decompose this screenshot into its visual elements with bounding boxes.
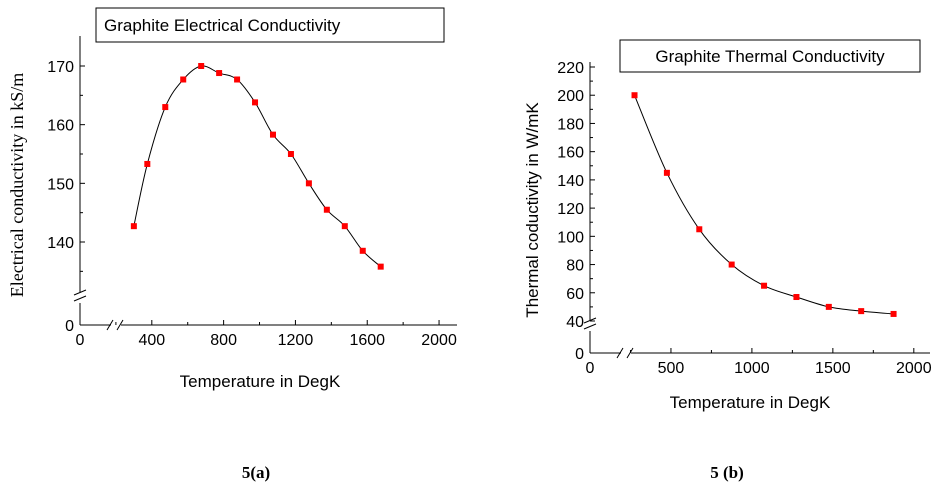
data-point — [216, 70, 223, 77]
data-point — [144, 160, 151, 167]
x-tick-label: 1500 — [815, 360, 851, 377]
y-tick-label: 150 — [47, 176, 74, 193]
x-tick-label: 0 — [586, 360, 595, 377]
x-axis-label: Temperature in DegK — [670, 393, 831, 412]
data-point — [858, 308, 865, 315]
y-tick-label: 200 — [557, 88, 584, 105]
data-point — [377, 263, 384, 270]
series-line — [133, 65, 382, 268]
y-tick-label: 40 — [566, 314, 584, 331]
x-axis-break — [106, 319, 124, 331]
data-point — [234, 76, 241, 83]
data-point — [305, 180, 312, 187]
chart-thermal-conductivity: Graphite Thermal Conductivity 0 500 1000 15… — [523, 39, 932, 482]
title-box — [95, 7, 445, 43]
data-point — [130, 223, 137, 230]
x-tick-label: 2000 — [421, 332, 457, 349]
x-tick-label: 1000 — [734, 360, 770, 377]
data-point — [287, 151, 294, 157]
data-point — [162, 104, 169, 111]
data-point — [663, 169, 670, 176]
data-point — [728, 261, 735, 268]
y-axis-label: Electrical conductivity in kS/m — [7, 73, 27, 297]
x-tick-label: 500 — [658, 360, 685, 377]
y-tick-label: 170 — [47, 59, 74, 76]
data-point — [198, 63, 205, 69]
x-tick-label: 1600 — [349, 332, 385, 349]
data-point — [793, 294, 800, 301]
series-line — [634, 95, 894, 315]
x-tick-label: 1200 — [278, 332, 314, 349]
y-tick-label: 160 — [557, 145, 584, 162]
y-tick-label: 220 — [557, 60, 584, 77]
figure-caption: 5(a) — [242, 463, 270, 482]
data-point — [252, 99, 259, 106]
x-tick-label: 2000 — [896, 360, 932, 377]
data-point — [890, 310, 897, 317]
x-tick-label: 400 — [138, 332, 165, 349]
data-point — [359, 247, 366, 254]
y-tick-label: 80 — [566, 258, 584, 275]
chart-title: Graphite Thermal Conductivity — [655, 47, 885, 66]
figure-caption: 5 (b) — [710, 463, 744, 482]
y-tick-label: 160 — [47, 118, 74, 135]
y-tick-label: 60 — [566, 286, 584, 303]
x-tick-label: 0 — [76, 332, 85, 349]
x-axis-label: Temperature in DegK — [180, 372, 341, 391]
data-point — [825, 303, 832, 310]
title-box — [619, 39, 921, 73]
data-point — [696, 226, 703, 233]
y-tick-label: 180 — [557, 116, 584, 133]
data-point — [269, 131, 276, 138]
x-tick-label: 800 — [210, 332, 237, 349]
y-tick-label: 0 — [575, 346, 584, 363]
y-tick-label: 120 — [557, 201, 584, 218]
data-point — [323, 206, 330, 213]
data-point — [180, 76, 187, 83]
y-tick-label: 140 — [47, 235, 74, 252]
data-point — [761, 282, 768, 289]
y-tick-label: 0 — [65, 318, 74, 335]
data-point — [631, 92, 638, 99]
y-tick-label: 100 — [557, 229, 584, 246]
chart-title: Graphite Electrical Conductivity — [104, 16, 341, 35]
y-axis-label: Thermal coductivity in W/mK — [523, 102, 542, 318]
y-tick-label: 140 — [557, 173, 584, 190]
chart-electrical-conductivity: Graphite Electrical Conductivity 0 400 800… — [7, 7, 457, 482]
data-point — [341, 223, 348, 230]
y-axis-break — [73, 289, 87, 302]
